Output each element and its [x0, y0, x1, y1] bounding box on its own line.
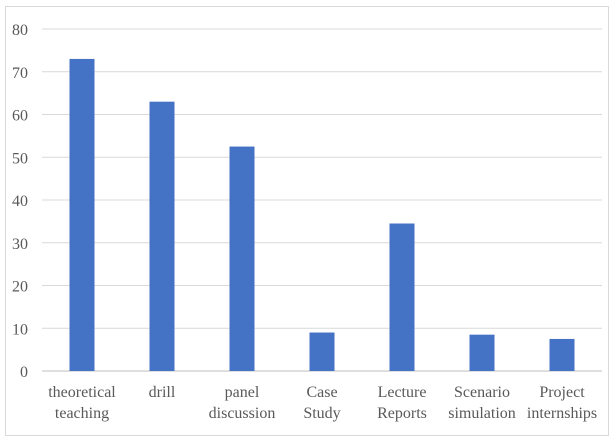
x-category-label: theoretical teaching [48, 384, 116, 422]
x-category-label-line: teaching [55, 405, 109, 422]
y-tick-label: 40 [12, 193, 28, 210]
bar [229, 146, 255, 371]
x-category-label-line: discussion [209, 405, 276, 422]
y-tick-label: 30 [12, 236, 28, 253]
x-category-label: Case Study [303, 384, 340, 422]
x-axis-labels: theoretical teaching drill panel discussion C… [48, 384, 597, 422]
bar [309, 332, 335, 371]
y-tick-label: 70 [12, 65, 28, 82]
x-category-label-line: Study [303, 405, 340, 422]
x-category-label-line: Scenario [454, 384, 510, 401]
y-tick-label: 0 [20, 364, 28, 381]
bar [469, 334, 495, 371]
gridlines [42, 28, 602, 372]
y-tick-label: 60 [12, 108, 28, 125]
y-tick-label: 20 [12, 279, 28, 296]
x-category-label-line: simulation [448, 405, 516, 422]
y-axis-ticks: 0 10 20 30 40 50 60 70 80 [12, 22, 28, 381]
chart-frame [5, 6, 609, 436]
bar [389, 223, 415, 371]
x-category-label: panel discussion [209, 384, 276, 422]
bar [149, 101, 175, 372]
x-category-label: Lecture Reports [377, 384, 427, 422]
x-category-label-line: Lecture [378, 384, 427, 401]
bar [69, 58, 95, 372]
y-tick-label: 10 [12, 321, 28, 338]
x-category-label-line: internships [527, 405, 597, 422]
x-category-label-line: theoretical [48, 384, 116, 401]
y-tick-label: 80 [12, 22, 28, 39]
x-category-label: Scenario simulation [448, 384, 516, 422]
x-category-label-line: Reports [377, 405, 427, 422]
x-category-label-line: Case [306, 384, 337, 401]
x-category-label-line: panel [225, 384, 260, 401]
x-category-label-line: drill [149, 384, 176, 401]
x-category-label: drill [149, 384, 176, 401]
bar [549, 338, 575, 371]
x-category-label-line: Project [539, 384, 585, 401]
y-tick-label: 50 [12, 150, 28, 167]
bars [69, 58, 575, 372]
x-category-label: Project internships [527, 384, 597, 422]
